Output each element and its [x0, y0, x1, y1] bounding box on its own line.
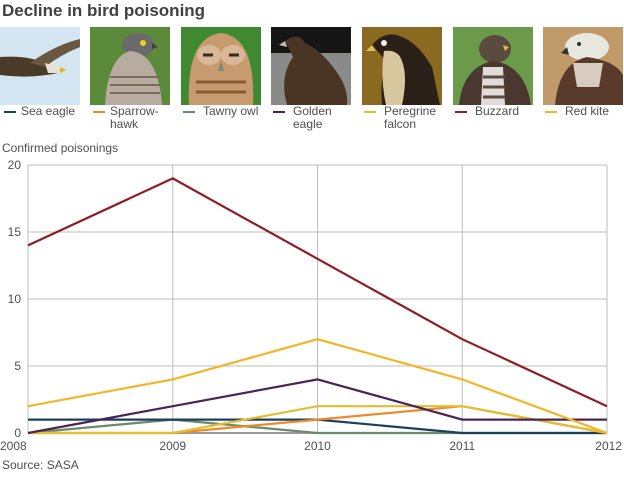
legend-swatch-red-kite: [545, 111, 557, 113]
legend-label: Red kite: [565, 104, 610, 118]
x-axis-ticks: 2008 2009 2010 2011 2012: [0, 439, 622, 453]
y-axis-label: Confirmed poisonings: [2, 141, 119, 155]
sparrowhawk-photo: [90, 27, 170, 105]
legend-label: Sparrow- hawk: [110, 104, 159, 131]
chart-lines: [27, 177, 608, 435]
line-chart: 0 5 10 15 20 2008 2009 2010 2011 2012: [0, 158, 622, 453]
series-line-peregrine-falcon: [28, 405, 608, 435]
y-tick-label: 20: [8, 158, 22, 172]
legend-label: Sea eagle: [21, 104, 76, 118]
x-tick-label: 2009: [159, 439, 186, 453]
source-note: Source: SASA: [2, 458, 79, 472]
legend-label: Peregrine falcon: [384, 104, 437, 131]
y-axis-ticks: 0 5 10 15 20: [8, 158, 22, 440]
y-tick-label: 15: [8, 225, 22, 239]
chart-title: Decline in bird poisoning: [2, 1, 206, 20]
legend-swatch-sea-eagle: [4, 111, 16, 113]
legend-swatch-sparrowhawk: [93, 111, 105, 113]
series-line-buzzard: [27, 177, 608, 408]
legend-label: Tawny owl: [203, 104, 259, 118]
y-tick-label: 5: [14, 359, 21, 373]
tawny-owl-photo: [181, 27, 261, 105]
legend-swatch-buzzard: [455, 111, 467, 113]
buzzard-photo: [453, 27, 533, 105]
series-line-golden-eagle: [27, 378, 607, 435]
golden-eagle-photo: [271, 27, 351, 105]
red-kite-photo: [543, 27, 623, 105]
sea-eagle-photo: [0, 27, 80, 105]
legend-label: Buzzard: [475, 104, 520, 118]
x-tick-label: 2011: [449, 439, 475, 453]
legend-swatch-tawny-owl: [183, 111, 195, 113]
y-tick-label: 10: [8, 292, 22, 306]
x-tick-label: 2008: [0, 439, 27, 453]
legend-swatch-peregrine-falcon: [364, 111, 376, 113]
series-line-red-kite: [27, 338, 608, 435]
y-tick-label: 0: [14, 426, 21, 440]
legend-swatch-golden-eagle: [273, 111, 285, 113]
peregrine-falcon-photo: [362, 27, 442, 105]
x-tick-label: 2012: [595, 439, 622, 453]
legend-label: Golden eagle: [293, 104, 332, 131]
x-tick-label: 2010: [304, 439, 331, 453]
